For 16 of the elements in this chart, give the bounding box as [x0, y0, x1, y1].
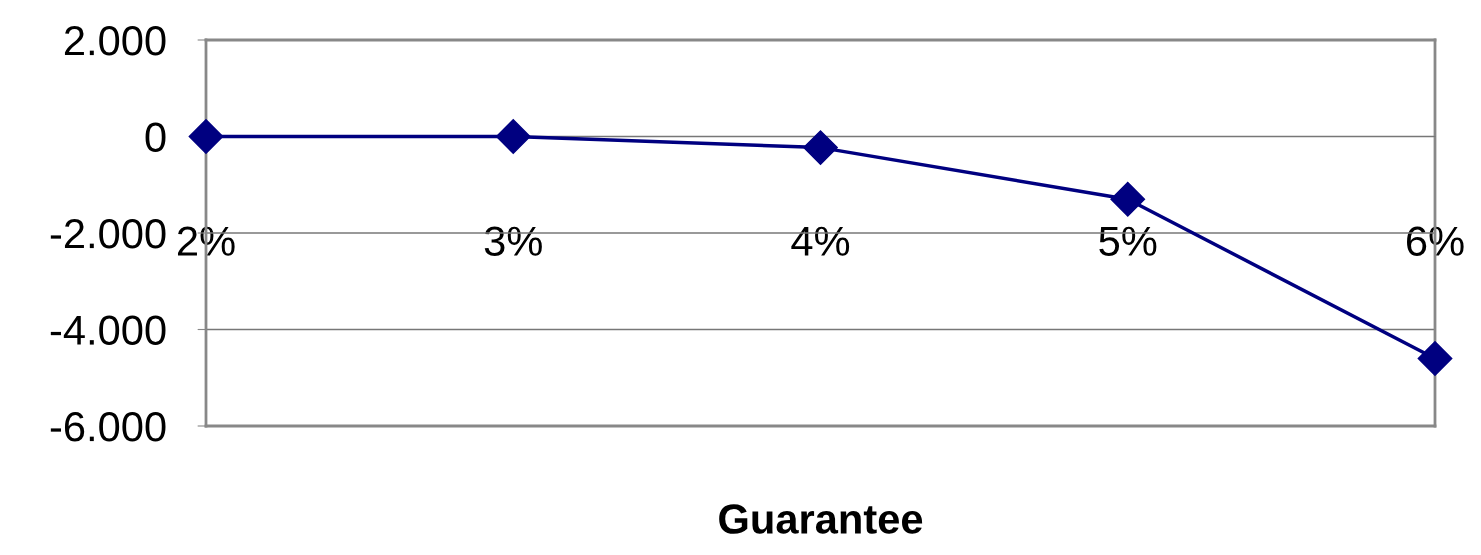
point [188, 119, 224, 154]
x-tick-label: 3% [484, 226, 542, 256]
x-tick-label: 5% [1099, 226, 1157, 256]
x-tick-label: 6% [1407, 226, 1464, 256]
x-tick-label: 4% [791, 226, 850, 256]
y-tick-label: -4.000 [50, 315, 166, 346]
point [1417, 341, 1453, 376]
point [495, 119, 531, 154]
point [803, 130, 838, 165]
x-tick-label: 2% [177, 226, 235, 256]
y-tick-label: -6.000 [50, 412, 166, 442]
y-tick-label: 0 [145, 122, 166, 153]
x-axis-title: Guarantee [719, 504, 923, 534]
y-tick-label: -2.000 [50, 219, 166, 249]
point [1110, 181, 1146, 217]
y-tick-label: 2.000 [64, 26, 166, 56]
